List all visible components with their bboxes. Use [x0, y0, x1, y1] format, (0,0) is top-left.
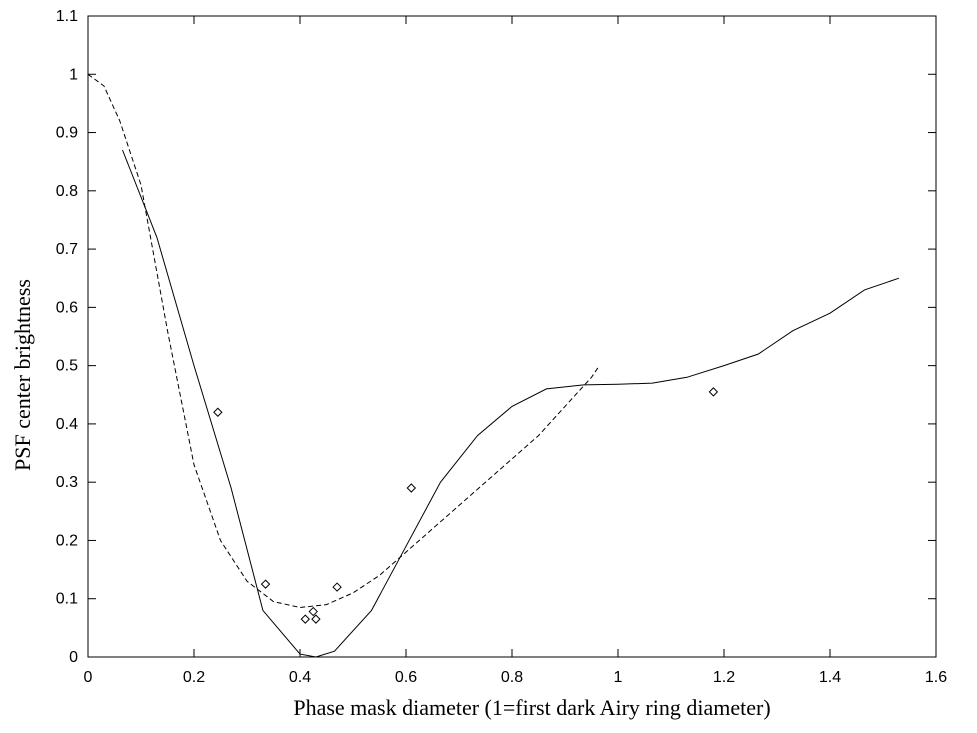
series-line-solid	[122, 149, 900, 658]
x-tick-label: 0.6	[395, 669, 417, 686]
data-point-diamond	[406, 483, 417, 493]
y-tick-label: 0.8	[56, 183, 78, 200]
data-point-diamond	[708, 387, 719, 397]
data-point-diamond	[213, 407, 223, 417]
y-tick-label: 0.5	[56, 358, 78, 375]
data-point-diamond	[332, 582, 342, 592]
data-point-diamond	[260, 579, 271, 589]
y-tick-label: 0.7	[56, 241, 78, 258]
y-axis-title: PSF center brightness	[10, 279, 35, 471]
x-tick-label: 1.4	[819, 669, 841, 686]
y-tick-labels: 0 0.1 0.2 0.3 0.4 0.5 0.6 0.7 0.8 0.9 1 1.1	[56, 8, 78, 666]
x-tick-label: 0	[84, 669, 93, 686]
y-tick-label: 0.3	[56, 474, 78, 491]
x-tick-label: 1.6	[925, 669, 947, 686]
x-tick-label: 1	[614, 669, 623, 686]
x-tick-label: 0.4	[289, 669, 311, 686]
tick-marks	[87, 15, 937, 658]
series-group	[87, 73, 900, 658]
y-tick-label: 0.6	[56, 299, 78, 316]
series-line-dashed	[87, 73, 600, 609]
plot-frame	[87, 15, 937, 658]
x-tick-label: 0.8	[501, 669, 523, 686]
x-tick-label: 1.2	[713, 669, 735, 686]
data-point-diamond	[300, 614, 311, 624]
y-tick-label: 0.4	[56, 416, 78, 433]
data-point-diamond	[308, 606, 318, 617]
y-tick-label: 0.2	[56, 532, 78, 549]
x-tick-labels: 0 0.2 0.4 0.6 0.8 1 1.2 1.4 1.6	[84, 669, 948, 686]
y-tick-label: 0	[69, 649, 78, 666]
x-axis-title: Phase mask diameter (1=first dark Airy r…	[293, 695, 770, 720]
y-tick-label: 0.9	[56, 125, 78, 142]
x-tick-label: 0.2	[183, 669, 205, 686]
data-point-diamond	[311, 614, 321, 624]
y-tick-label: 1.1	[56, 8, 78, 25]
y-tick-label: 1	[69, 66, 78, 83]
y-tick-label: 0.1	[56, 591, 78, 608]
